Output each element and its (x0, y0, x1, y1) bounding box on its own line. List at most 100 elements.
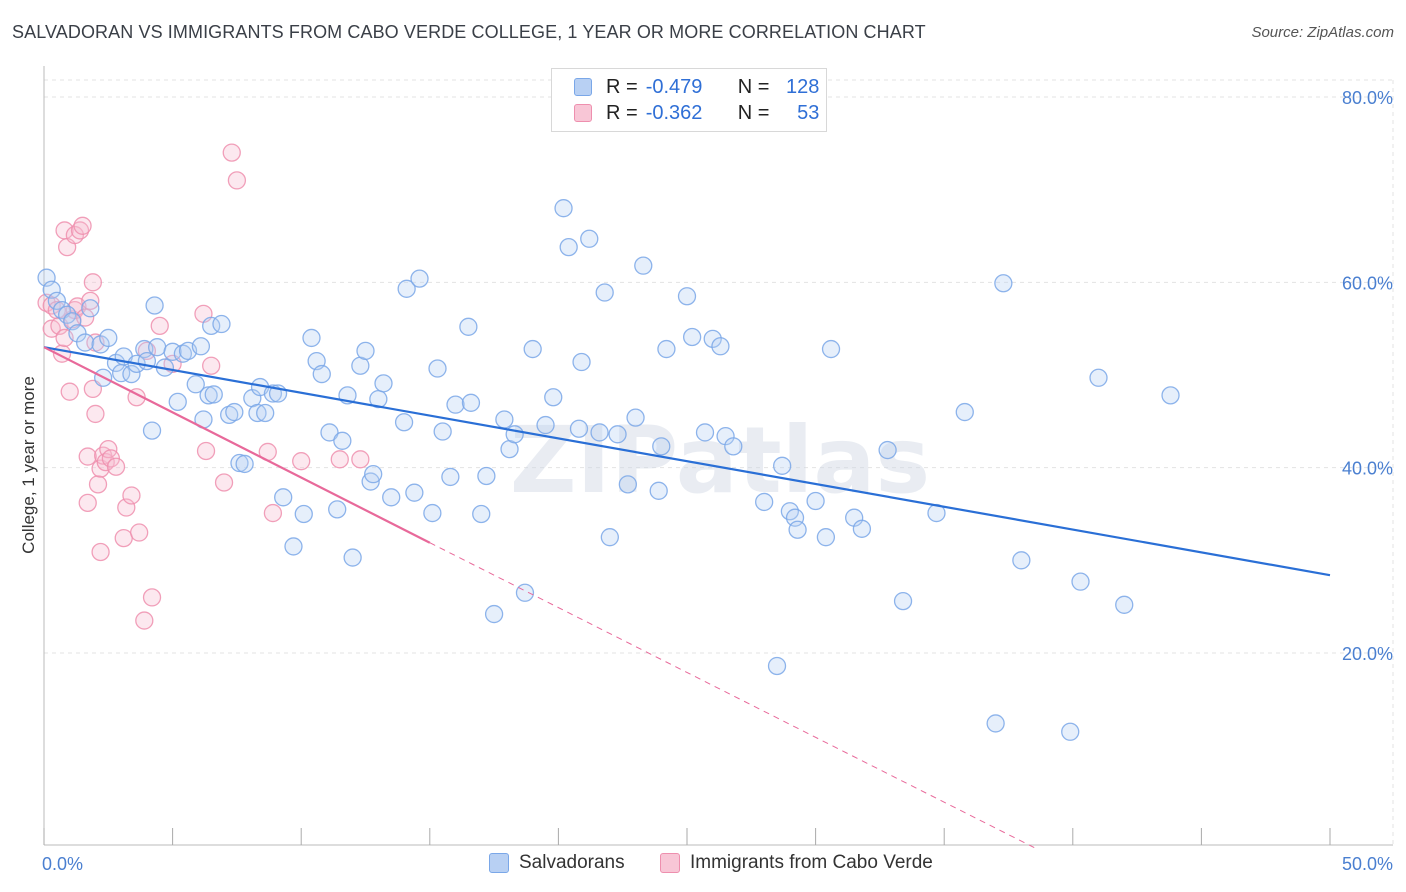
salvadoran-point (76, 333, 95, 352)
salvadoran-point (320, 423, 339, 442)
y-tick-label: 20.0% (1342, 644, 1393, 664)
cabo-verde-point (227, 171, 247, 190)
cabo-verde-point (292, 452, 311, 471)
salvadoran-point (405, 483, 424, 502)
salvadoran-point (394, 413, 414, 432)
salvadoran-point (204, 385, 223, 404)
salvadoran-point (328, 500, 347, 519)
cabo-verde-point (73, 216, 92, 235)
salvadoran-point (1071, 572, 1090, 591)
salvadoran-point (695, 423, 715, 442)
trend-line-salvadorans (43, 346, 1331, 577)
series-cabo-verde-points (37, 143, 370, 630)
salvadoran-point (459, 317, 478, 336)
salvadoran-point (505, 425, 524, 444)
salvadoran-point (168, 392, 187, 412)
salvadoran-point (536, 415, 555, 435)
cabo-verde-point (351, 450, 370, 469)
salvadoran-point (356, 341, 375, 361)
legend-n-value: 53 (797, 101, 820, 124)
salvadoran-point (1012, 551, 1031, 570)
salvadoran-point (256, 403, 275, 423)
cabo-verde-point (330, 450, 349, 469)
salvadoran-point (199, 386, 218, 405)
salvadoran-point (302, 328, 321, 348)
salvadoran-point (572, 352, 591, 372)
y-tick-label: 60.0% (1342, 273, 1393, 293)
axes (43, 66, 1393, 846)
salvadoran-point (634, 256, 653, 275)
cabo-verde-point (122, 486, 141, 505)
legend-n-value: 128 (786, 75, 820, 98)
salvadoran-point (523, 339, 542, 359)
salvadoran-point (626, 408, 645, 427)
salvadoran-point (99, 328, 118, 348)
salvadoran-point (755, 492, 774, 512)
salvadoran-point (248, 403, 267, 423)
legend-item-cabo-verde[interactable]: Immigrants from Cabo Verde (660, 852, 933, 874)
salvadoran-point (212, 314, 231, 334)
cabo-verde-point (263, 503, 283, 523)
y-tick-label: 40.0% (1342, 459, 1393, 479)
salvadoran-point (559, 237, 578, 257)
salvadoran-point (806, 491, 825, 511)
legend-row-salvadorans: R = -0.479 N = 128 (574, 74, 819, 100)
legend-r-value: -0.479 (645, 75, 703, 98)
cabo-verde-point (83, 273, 103, 292)
cabo-verde-point (130, 523, 149, 542)
salvadoran-point (657, 339, 676, 359)
salvadoran-point (364, 465, 383, 484)
legend-r-value: -0.362 (645, 101, 703, 124)
salvadoran-point (230, 453, 249, 473)
salvadoran-point (724, 437, 743, 456)
trend-line-cabo-verde (43, 346, 431, 544)
salvadoran-point (235, 454, 254, 474)
x-tick-label: 0.0% (42, 854, 83, 874)
salvadoran-point (816, 528, 836, 547)
salvadoran-point (986, 714, 1005, 733)
salvadoran-point (63, 312, 82, 331)
salvadoran-point (893, 591, 913, 611)
salvadoran-point (1061, 722, 1080, 741)
salvadoran-point (878, 440, 897, 460)
cabo-verde-point (47, 300, 67, 320)
salvadoran-point (122, 364, 141, 384)
chart-source: Source: ZipAtlas.com (1251, 24, 1394, 41)
y-tick-label: 80.0% (1342, 88, 1393, 108)
legend-label-cabo-verde: Immigrants from Cabo Verde (690, 852, 933, 873)
cabo-verde-point (106, 457, 126, 476)
salvadoran-point (343, 548, 362, 567)
salvadoran-point (544, 388, 563, 407)
chart-title: SALVADORAN VS IMMIGRANTS FROM CABO VERDE… (12, 22, 926, 42)
cabo-verde-point (114, 528, 133, 548)
legend-n-label: N = (737, 101, 770, 124)
salvadoran-point (410, 269, 429, 288)
salvadoran-point (600, 528, 619, 547)
salvadoran-point (142, 421, 162, 440)
cabo-verde-point (86, 404, 105, 424)
salvadoran-point (148, 338, 167, 357)
legend-item-salvadorans[interactable]: Salvadorans (489, 852, 625, 874)
salvadoran-point (788, 520, 807, 539)
cabo-verde-point (142, 588, 162, 607)
salvadoran-point (1089, 368, 1108, 387)
cabo-verde-point (60, 382, 79, 401)
tick-labels: 20.0% 40.0% 60.0% 80.0% 0.0% 50.0% (42, 88, 1393, 874)
salvadoran-point (382, 488, 401, 507)
salvadoran-point (1115, 595, 1134, 614)
salvadoran-point (711, 337, 730, 356)
salvadoran-point (554, 199, 573, 218)
salvadoran-point (682, 327, 702, 347)
legend-n-label: N = (737, 75, 770, 98)
salvadoran-point (484, 604, 504, 624)
cabo-verde-point (81, 291, 100, 311)
salvadoran-point (47, 291, 67, 311)
salvadoran-point (397, 279, 416, 298)
salvadoran-point (220, 405, 239, 424)
legend-label-salvadorans: Salvadorans (519, 852, 625, 873)
salvadoran-point (580, 229, 599, 248)
salvadoran-point (1161, 386, 1180, 405)
salvadoran-point (294, 504, 313, 524)
salvadoran-point (994, 274, 1013, 293)
